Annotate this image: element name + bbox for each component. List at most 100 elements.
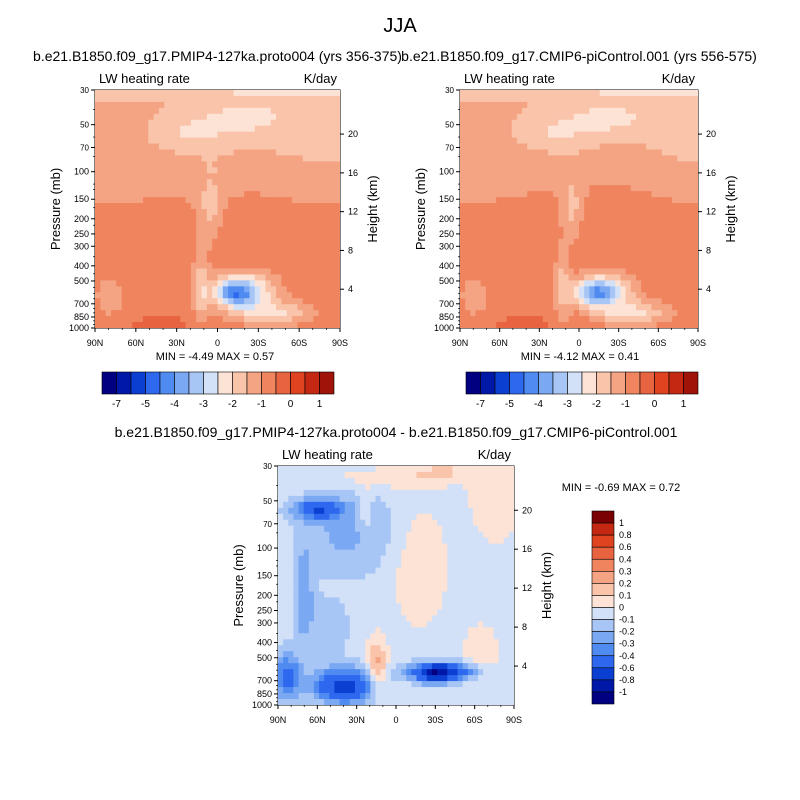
field-cell: [174, 161, 181, 168]
field-cell: [677, 107, 684, 115]
field-cell: [169, 292, 176, 299]
field-cell: [656, 304, 663, 311]
field-cell: [563, 280, 570, 287]
field-cell: [298, 567, 305, 575]
field-cell: [470, 143, 477, 151]
field-cell: [558, 137, 565, 145]
field-cell: [116, 286, 123, 293]
field-cell: [411, 466, 418, 473]
field-cell: [339, 477, 346, 485]
field-cell: [666, 232, 673, 240]
field-cell: [142, 298, 149, 305]
field-cell: [244, 161, 251, 168]
field-cell: [620, 232, 627, 240]
field-cell: [547, 244, 554, 252]
field-cell: [666, 143, 673, 151]
field-cell: [308, 483, 315, 491]
field-cell: [568, 125, 575, 133]
field-cell: [110, 149, 117, 157]
field-cell: [406, 543, 412, 551]
field-cell: [334, 477, 341, 485]
field-cell: [431, 501, 438, 509]
field-cell: [620, 274, 627, 281]
field-cell: [563, 274, 570, 281]
field-cell: [547, 95, 554, 103]
field-cell: [491, 280, 497, 287]
field-cell: [324, 119, 330, 127]
field-cell: [105, 209, 112, 216]
field-cell: [692, 238, 698, 246]
field-cell: [553, 232, 559, 240]
field-cell: [169, 125, 176, 133]
field-cell: [354, 579, 361, 587]
field-cell: [244, 244, 251, 252]
field-cell: [238, 322, 245, 328]
field-cell: [158, 125, 165, 133]
field-cell: [95, 155, 101, 162]
field-cell: [286, 262, 293, 270]
field-cell: [137, 322, 144, 328]
field-cell: [238, 90, 245, 97]
field-cell: [158, 173, 165, 180]
field-cell: [217, 214, 224, 222]
field-cell: [437, 495, 443, 503]
field-cell: [470, 179, 477, 186]
field-cell: [260, 280, 267, 287]
field-cell: [375, 573, 382, 581]
field-cell: [174, 298, 181, 305]
field-cell: [265, 268, 272, 276]
field-cell: [297, 90, 304, 97]
field-cell: [137, 113, 144, 121]
field-cell: [153, 101, 160, 109]
field-cell: [142, 143, 149, 151]
field-cell: [542, 119, 549, 127]
field-cell: [478, 567, 484, 575]
field-cell: [553, 298, 559, 305]
field-cell: [116, 95, 123, 103]
field-cell: [651, 119, 658, 127]
field-cell: [516, 292, 523, 299]
field-cell: [610, 113, 616, 121]
field-cell: [174, 125, 181, 133]
field-cell: [527, 197, 534, 204]
field-cell: [196, 155, 203, 162]
field-cell: [270, 185, 277, 192]
field-cell: [375, 531, 382, 539]
field-cell: [661, 107, 668, 115]
field-cell: [244, 226, 251, 234]
field-cell: [370, 513, 377, 521]
field-cell: [615, 322, 621, 328]
field-cell: [390, 489, 397, 497]
field-cell: [573, 322, 580, 328]
field-cell: [270, 90, 277, 97]
field-cell: [249, 310, 256, 317]
field-cell: [656, 197, 663, 204]
field-cell: [105, 203, 112, 210]
field-cell: [238, 250, 245, 258]
field-cell: [278, 489, 284, 497]
field-cell: [532, 185, 539, 192]
field-cell: [516, 298, 523, 305]
field-cell: [661, 298, 668, 305]
field-cell: [190, 167, 197, 174]
field-cell: [457, 513, 464, 521]
field-cell: [483, 567, 489, 575]
field-cell: [278, 543, 284, 551]
field-cell: [329, 185, 336, 192]
field-cell: [651, 268, 658, 276]
field-cell: [480, 316, 487, 323]
field-cell: [254, 101, 261, 109]
field-cell: [493, 489, 500, 497]
field-cell: [329, 125, 336, 133]
field-cell: [532, 232, 539, 240]
field-cell: [630, 298, 637, 305]
field-cell: [457, 471, 464, 479]
field-cell: [467, 543, 474, 551]
field-cell: [522, 316, 528, 323]
field-cell: [164, 119, 171, 127]
field-cell: [672, 244, 678, 252]
field-cell: [411, 543, 418, 551]
field-cell: [485, 185, 492, 192]
field-cell: [475, 214, 482, 222]
field-cell: [401, 567, 407, 575]
